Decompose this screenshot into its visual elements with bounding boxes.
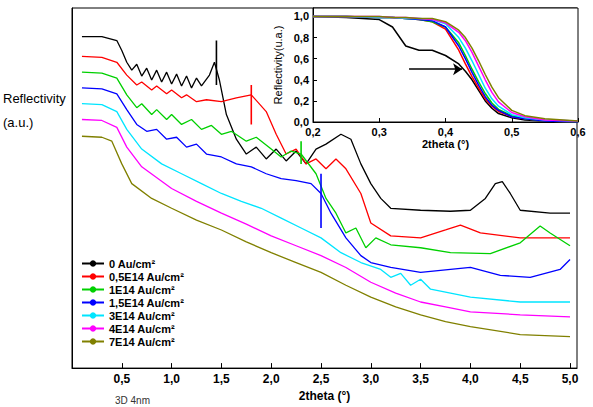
svg-text:2,0: 2,0	[263, 372, 280, 386]
svg-text:Reflectivity(u.a.): Reflectivity(u.a.)	[272, 26, 284, 105]
svg-text:0,0: 0,0	[293, 116, 309, 128]
svg-text:2theta (°): 2theta (°)	[422, 138, 470, 150]
svg-text:0,5E14 Au/cm²: 0,5E14 Au/cm²	[109, 271, 184, 283]
svg-text:Reflectivity: Reflectivity	[3, 91, 66, 106]
svg-text:0 Au/cm²: 0 Au/cm²	[109, 258, 155, 270]
svg-text:5,0: 5,0	[562, 372, 579, 386]
svg-text:4E14 Au/cm²: 4E14 Au/cm²	[109, 323, 175, 335]
svg-text:0,5: 0,5	[113, 372, 130, 386]
svg-text:0,2: 0,2	[305, 126, 320, 138]
svg-text:3E14 Au/cm²: 3E14 Au/cm²	[109, 310, 175, 322]
svg-text:0,6: 0,6	[294, 53, 309, 65]
svg-text:0,8: 0,8	[294, 32, 309, 44]
svg-text:1,5: 1,5	[213, 372, 230, 386]
svg-text:0,2: 0,2	[294, 95, 309, 107]
svg-text:(a.u.): (a.u.)	[3, 115, 33, 130]
svg-text:0,3: 0,3	[372, 126, 387, 138]
svg-text:0,4: 0,4	[438, 126, 454, 138]
svg-text:1,5E14 Au/cm²: 1,5E14 Au/cm²	[109, 297, 184, 309]
svg-text:7E14 Au/cm²: 7E14 Au/cm²	[109, 336, 175, 348]
svg-text:3,0: 3,0	[362, 372, 379, 386]
svg-text:1E14 Au/cm²: 1E14 Au/cm²	[109, 284, 175, 296]
svg-text:1,0: 1,0	[294, 10, 309, 22]
svg-text:0,6: 0,6	[570, 126, 585, 138]
svg-text:2,5: 2,5	[313, 372, 330, 386]
svg-text:0,5: 0,5	[504, 126, 519, 138]
svg-text:0,4: 0,4	[294, 74, 310, 86]
svg-text:4,5: 4,5	[512, 372, 529, 386]
svg-text:3D 4nm: 3D 4nm	[115, 395, 150, 406]
svg-text:3,5: 3,5	[412, 372, 429, 386]
svg-text:4,0: 4,0	[462, 372, 479, 386]
svg-text:2theta (°): 2theta (°)	[299, 389, 350, 403]
svg-text:1,0: 1,0	[163, 372, 180, 386]
